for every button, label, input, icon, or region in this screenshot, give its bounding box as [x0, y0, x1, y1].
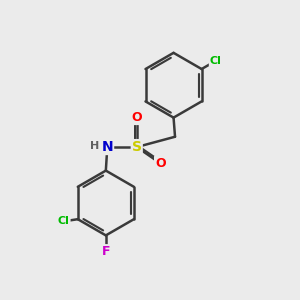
Text: H: H: [90, 141, 100, 151]
Text: S: S: [132, 140, 142, 154]
Text: O: O: [155, 157, 166, 170]
Text: N: N: [101, 140, 113, 154]
Text: O: O: [131, 111, 142, 124]
Text: F: F: [102, 245, 110, 258]
Text: Cl: Cl: [210, 56, 222, 66]
Text: Cl: Cl: [58, 216, 70, 226]
